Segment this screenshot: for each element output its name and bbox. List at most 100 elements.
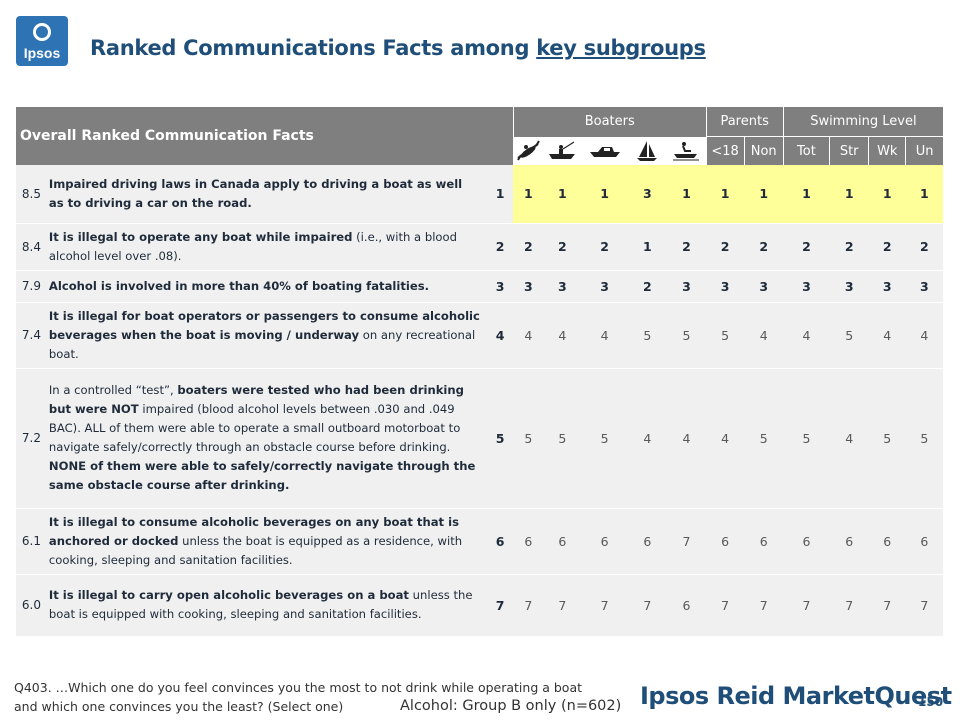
overall-rank: 7 [486, 574, 514, 637]
rank-cell: 3 [744, 270, 784, 303]
rank-cell: 2 [543, 223, 582, 271]
overall-rank: 4 [486, 302, 514, 369]
row-score: 7.9 [16, 270, 47, 303]
subheader-str: Str [829, 136, 869, 165]
rank-cell: 6 [543, 508, 582, 575]
rank-cell: 4 [627, 368, 667, 509]
rank-cell: 1 [666, 165, 707, 224]
fact-text-part: It is illegal for boat operators or pass… [48, 308, 480, 342]
rank-cell: 6 [666, 574, 707, 637]
rank-cell: 2 [744, 223, 784, 271]
rank-cell: 5 [744, 368, 784, 509]
table-row: 7.2 In a controlled “test”, boaters were … [16, 368, 943, 509]
rank-cell: 5 [706, 302, 745, 369]
fact-text-part: It is illegal to carry open alcoholic be… [48, 588, 409, 602]
rank-cell: 5 [581, 368, 628, 509]
rank-cell: 4 [543, 302, 582, 369]
row-fact: It is illegal for boat operators or pass… [46, 302, 487, 369]
rank-cell: 7 [581, 574, 628, 637]
subheader-under-18: <18 [705, 136, 745, 165]
rank-cell: 5 [627, 302, 667, 369]
rank-cell: 1 [543, 165, 582, 224]
rank-cell: 1 [783, 165, 830, 224]
rank-cell: 1 [829, 165, 869, 224]
fact-text-part: Alcohol is involved in more than 40% of … [48, 278, 430, 293]
rank-cell: 6 [744, 508, 784, 575]
ipsos-logo-mark-icon [33, 23, 51, 41]
fact-text-part: Impaired driving laws in Canada apply to… [48, 176, 463, 210]
rank-cell: 5 [513, 368, 544, 509]
motorboat-icon [581, 136, 628, 165]
row-fact: Alcohol is involved in more than 40% of … [46, 270, 487, 303]
group-header-swimming-level: Swimming Level [782, 107, 943, 137]
fact-text-part: NONE of them were able to safely/correct… [48, 459, 476, 492]
rank-cell: 1 [513, 165, 544, 224]
rank-cell: 6 [905, 508, 943, 575]
group-header-boaters: Boaters [512, 107, 707, 137]
rank-cell: 1 [905, 165, 943, 224]
rank-cell: 7 [513, 574, 544, 637]
rank-cell: 2 [829, 223, 869, 271]
fact-text-part: unless the boat is equipped with cooking… [48, 588, 473, 621]
table-row: 8.4 It is illegal to operate any boat whi… [16, 223, 943, 271]
fishing-boat-icon [543, 136, 582, 165]
rank-cell: 1 [581, 165, 628, 224]
kayak-icon [513, 136, 544, 165]
rank-cell: 4 [829, 368, 869, 509]
rank-cell: 5 [783, 368, 830, 509]
rank-cell: 2 [627, 270, 667, 303]
rank-cell: 6 [706, 508, 745, 575]
rank-cell: 7 [905, 574, 943, 637]
rank-cell: 4 [905, 302, 943, 369]
rank-cell: 7 [744, 574, 784, 637]
fact-text-part: (i.e., with a blood alcohol level over .… [48, 229, 457, 263]
subheader-un: Un [905, 136, 943, 165]
rank-cell: 7 [543, 574, 582, 637]
page-title: Ranked Communications Facts among key su… [90, 36, 706, 60]
fact-text-part: boaters were tested who had been drinkin… [48, 383, 464, 416]
page-number: 150 [918, 695, 944, 709]
overall-rank: 2 [486, 223, 514, 271]
table-row: 6.1 It is illegal to consume alcoholic be… [16, 508, 943, 575]
row-fact: It is illegal to carry open alcoholic be… [46, 574, 487, 637]
rank-cell: 2 [513, 223, 544, 271]
rank-cell: 5 [868, 368, 906, 509]
row-fact: Impaired driving laws in Canada apply to… [46, 165, 487, 224]
jetski-icon [666, 136, 707, 165]
overall-rank: 5 [486, 368, 514, 509]
rank-cell: 7 [666, 508, 707, 575]
overall-header: Overall Ranked Communication Facts [16, 107, 514, 165]
rank-cell: 6 [513, 508, 544, 575]
logo-text: Ipsos [23, 45, 61, 61]
rank-cell: 3 [829, 270, 869, 303]
table-row: 6.0 It is illegal to carry open alcoholic… [16, 574, 943, 637]
row-score: 6.1 [16, 508, 47, 575]
row-fact: It is illegal to operate any boat while … [46, 223, 487, 271]
sailboat-icon [627, 136, 667, 165]
rank-cell: 4 [513, 302, 544, 369]
fact-text-part: It is illegal to operate any boat while … [48, 229, 353, 244]
title-link[interactable]: key subgroups [536, 36, 706, 60]
subheader-non: Non [743, 136, 784, 165]
row-score: 7.4 [16, 302, 47, 369]
rank-cell: 2 [706, 223, 745, 271]
fact-text-part: In a controlled “test”, [48, 383, 178, 397]
rank-cell: 6 [829, 508, 869, 575]
table-row: 7.4 It is illegal for boat operators or p… [16, 302, 943, 369]
rank-cell: 3 [783, 270, 830, 303]
rank-cell: 1 [868, 165, 906, 224]
subheader-wk: Wk [868, 136, 906, 165]
overall-rank: 6 [486, 508, 514, 575]
rank-cell: 5 [905, 368, 943, 509]
question-line-2: and which one convinces you the least? (… [14, 699, 344, 714]
rank-cell: 6 [783, 508, 830, 575]
rank-cell: 2 [581, 223, 628, 271]
rank-cell: 5 [666, 302, 707, 369]
rank-cell: 5 [829, 302, 869, 369]
question-footnote: Q403. …Which one do you feel convinces y… [14, 678, 582, 716]
question-line-1: Q403. …Which one do you feel convinces y… [14, 680, 583, 695]
rank-cell: 2 [868, 223, 906, 271]
fact-text-part: unless the boat is equipped as a residen… [48, 533, 463, 567]
rank-cell: 4 [744, 302, 784, 369]
ranked-facts-table: Overall Ranked Communication Facts Boate… [16, 107, 943, 637]
